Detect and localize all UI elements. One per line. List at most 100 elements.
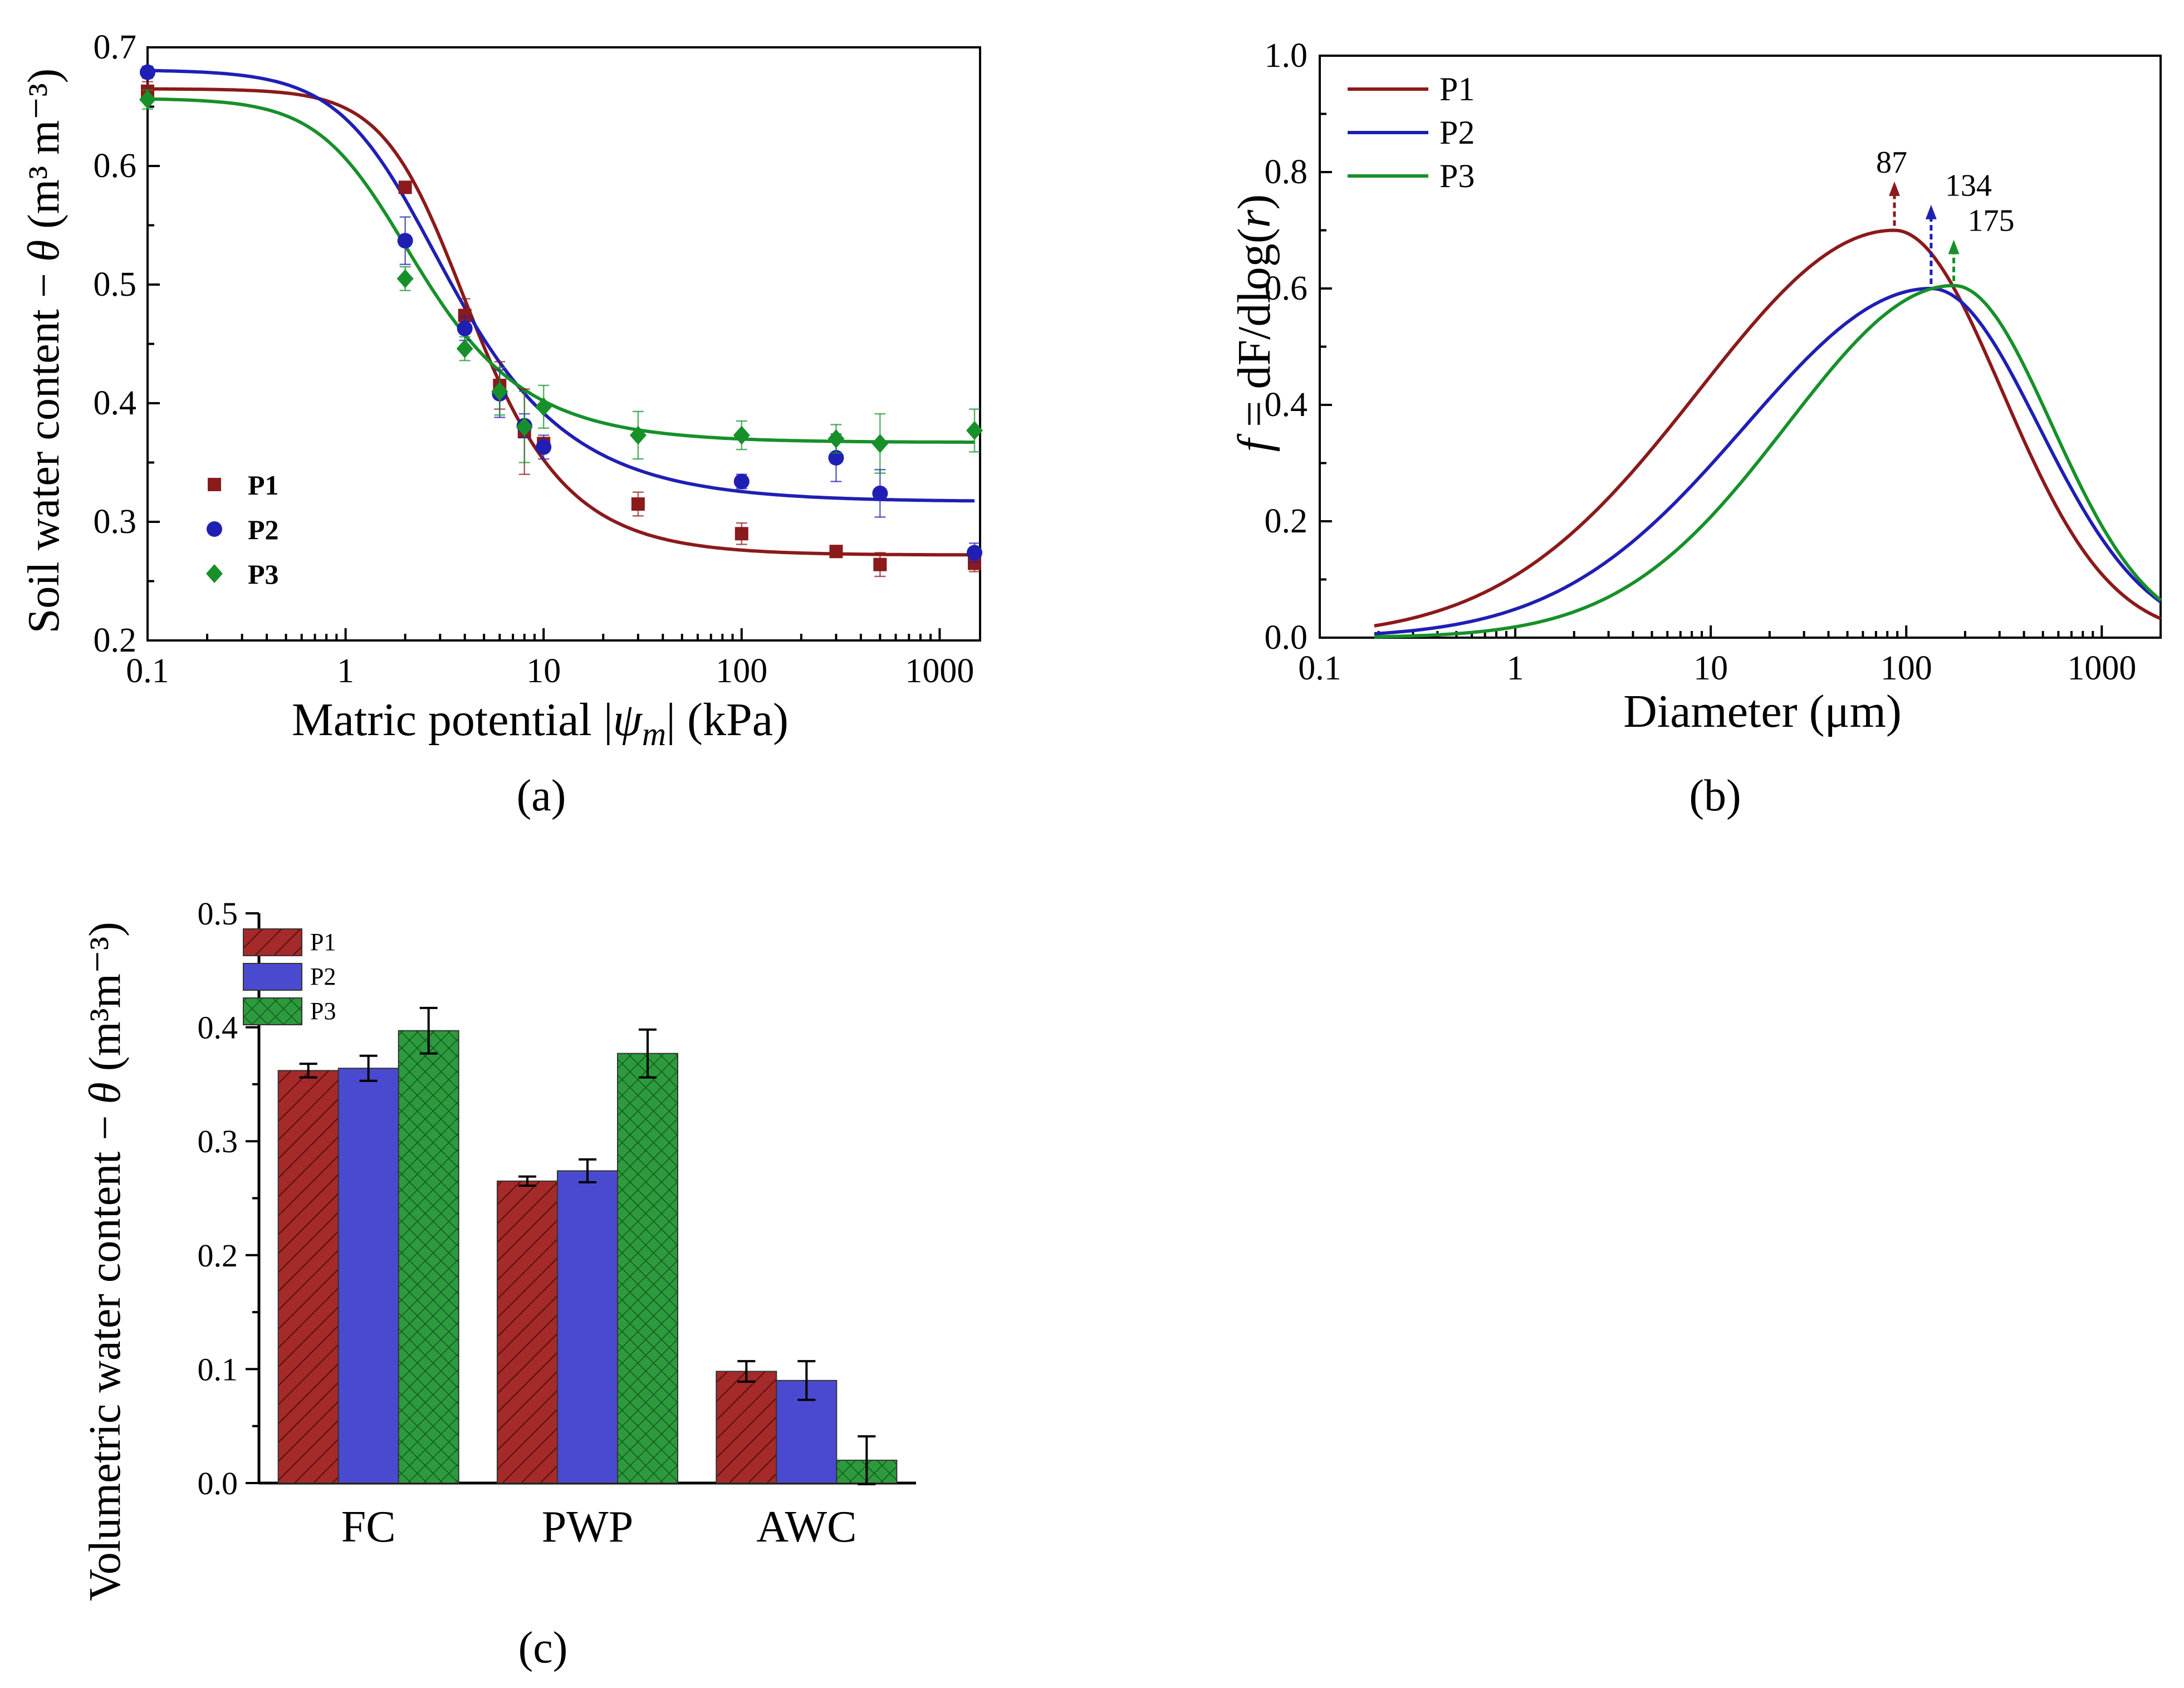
data-point-p2 [733,473,750,490]
legend-label: P1 [1439,71,1475,107]
panel-b-legend: P1 P2 P3 [1348,71,1475,194]
panel-c-water-content-bars: 0.0 0.1 0.2 0.3 0.4 0.5 FC PWP AWC P1 P2 P3 Volum… [81,896,916,1672]
x-tick-label: 10 [1693,649,1728,687]
peak-arrow-head-p1 [1889,181,1901,196]
data-point-p3 [456,339,473,359]
panel-b-x-axis-title: Diameter (μm) [1623,686,1902,737]
legend-label: P2 [310,963,336,990]
legend-swatch-p2 [243,963,302,991]
data-point-p3 [827,429,845,448]
peak-arrow-head-p2 [1925,204,1937,219]
legend-swatch-p3 [243,997,302,1025]
y-tick-label: 0.4 [198,1010,238,1046]
data-point-p3 [516,417,533,437]
legend-swatch-p1 [243,928,302,956]
data-point-p1 [734,527,748,541]
panel-b-y-axis-title: f = dF/dlog(r) [1228,194,1280,452]
legend-marker-p2 [207,521,222,537]
bar-p3-pwp [617,1053,678,1484]
data-point-p3 [629,425,647,445]
panel-a-data-points [139,64,983,578]
bar-p3-fc [398,1030,459,1484]
data-point-p1 [631,497,645,511]
data-point-p3 [396,269,414,288]
data-point-p2 [828,449,844,466]
panel-b-label: (b) [1689,771,1741,820]
panel-c-label: (c) [518,1623,568,1672]
peak-arrow-head-p3 [1948,239,1960,255]
y-tick-label: 0.2 [1265,502,1308,540]
data-point-p2 [536,439,552,455]
data-point-p3 [733,425,750,445]
panel-a-axes: 0.1 1 10 100 1000 0.2 0.3 0.4 0.5 0.6 0.7 [94,28,981,690]
bar-p2-pwp [557,1170,618,1484]
y-tick-label: 0.2 [198,1237,238,1274]
x-tick-label: 1 [337,652,354,690]
panel-a-y-axis-title: Soil water content − θ (m³ m⁻³) [19,69,68,633]
panel-b-particle-size-distribution: 0.1 1 10 100 1000 0.0 0.2 0.4 0.6 0.8 1.0 87 134175… [1228,37,2162,820]
x-tick-label: 100 [1881,649,1932,687]
data-point-p3 [871,434,889,453]
data-point-p2 [457,320,473,336]
data-point-p1 [829,545,843,559]
y-tick-label: 0.3 [198,1123,238,1159]
legend-label: P2 [1439,114,1475,151]
panel-a-plot-frame [146,46,981,642]
x-tick-label: 10 [526,652,561,690]
x-tick-label: 0.1 [1298,649,1341,687]
y-tick-label: 0.5 [198,896,238,932]
panel-c-legend: P1 P2 P3 [243,928,336,1025]
peak-label-p2: 134 [1945,169,1992,203]
x-tick-label: 1000 [2067,649,2136,687]
fit-curve-p3 [147,97,975,444]
legend-label: P2 [248,514,279,545]
panel-b-axes: 0.1 1 10 100 1000 0.0 0.2 0.4 0.6 0.8 1.0 [1265,37,2162,687]
panel-c-y-axis-title: Volumetric water content − θ (m³m⁻³) [81,922,130,1601]
data-point-p1 [873,557,887,571]
data-point-p1 [398,180,412,194]
x-tick-label: 1000 [905,652,974,690]
y-tick-label: 0.6 [1265,270,1308,307]
panel-a-x-axis-title: Matric potential |ψm| (kPa) [292,694,789,752]
category-label: FC [341,1503,396,1552]
panel-a-soil-water-retention: 0.1 1 10 100 1000 0.2 0.3 0.4 0.5 0.6 0.7 P1 P2 P3 M… [19,28,983,820]
panel-a-legend: P1 P2 P3 [206,469,279,590]
data-point-p3 [491,381,508,401]
data-point-p3 [535,397,552,417]
y-tick-label: 0.0 [198,1465,238,1501]
y-tick-label: 0.5 [94,266,137,304]
fit-curve-p2 [147,69,975,503]
legend-marker-p3 [206,564,223,583]
bar-p1-fc [277,1070,339,1484]
x-tick-label: 100 [716,652,767,690]
data-point-p2 [397,233,413,249]
y-tick-label: 0.4 [1265,386,1308,424]
y-tick-label: 0.8 [1265,153,1308,191]
y-tick-label: 0.7 [94,28,137,66]
data-point-p3 [966,420,983,440]
x-tick-label: 0.1 [126,652,169,690]
y-tick-label: 0.3 [94,503,137,541]
peak-label-p3: 175 [1968,203,2015,238]
y-tick-label: 0.4 [94,384,137,422]
panel-b-curves [1374,228,2162,639]
data-point-p2 [872,485,888,501]
peak-label-p1: 87 [1876,145,1907,180]
legend-label: P1 [310,928,336,956]
data-point-p2 [140,64,155,80]
legend-label: P3 [310,997,336,1025]
y-tick-label: 0.0 [1265,619,1308,657]
legend-marker-p1 [208,478,221,491]
legend-label: P3 [248,559,279,590]
panel-c-bars: FC PWP AWC [277,1006,898,1552]
panel-a-label: (a) [517,771,566,820]
x-tick-label: 1 [1507,649,1524,687]
category-label: PWP [542,1503,634,1552]
y-tick-label: 0.1 [198,1351,238,1387]
curve-p2 [1374,286,2162,635]
legend-label: P3 [1439,158,1475,194]
data-point-p3 [139,90,156,109]
bar-p1-pwp [497,1180,558,1484]
